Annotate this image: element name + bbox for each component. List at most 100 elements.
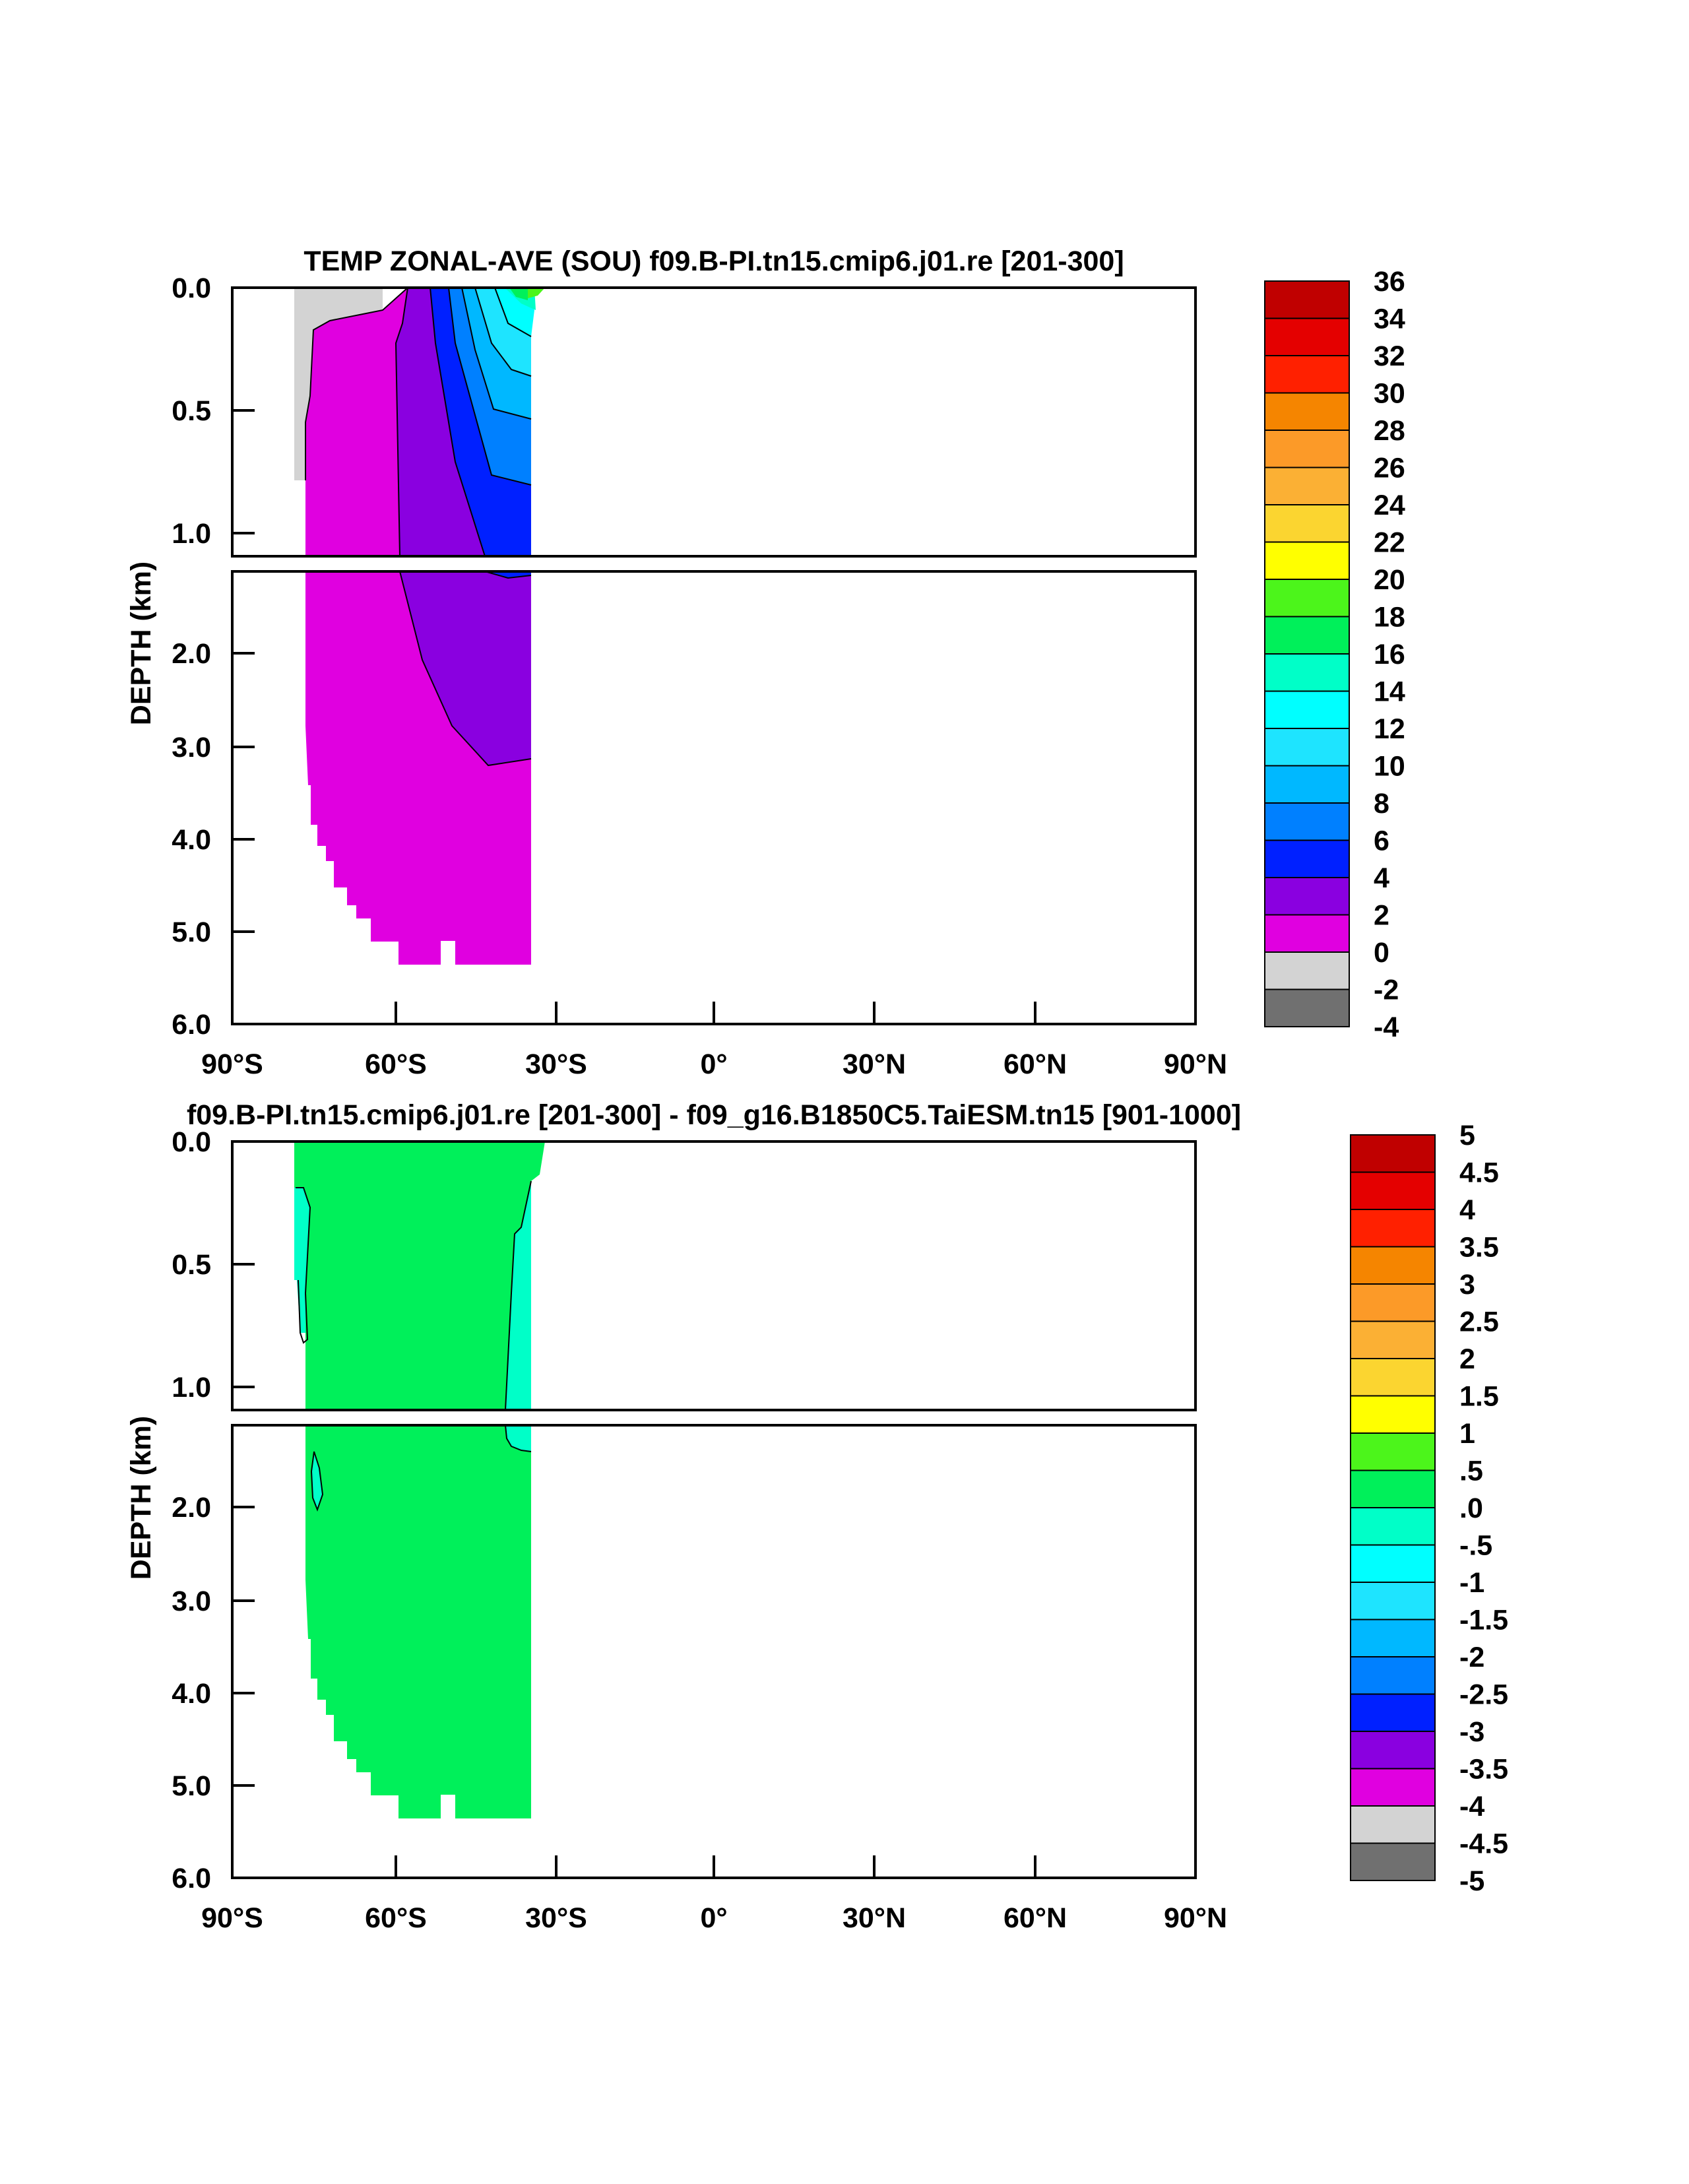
- filled-contours-upper: [294, 1141, 545, 1410]
- y-axis-ticks-upper: [232, 1263, 255, 1388]
- colorbar-label: 6: [1374, 825, 1389, 857]
- band-18-20: [528, 288, 545, 298]
- y-axis-label: DEPTH (km): [125, 1416, 157, 1580]
- colorbar-swatch: [1350, 1768, 1436, 1807]
- colorbar-swatch: [1350, 1842, 1436, 1881]
- y-tick-label: 6.0: [172, 1863, 211, 1894]
- band-6-8: [449, 288, 531, 485]
- contour-line: [305, 288, 408, 480]
- colorbar-label: -2: [1459, 1642, 1484, 1673]
- colorbar-swatch: [1264, 317, 1350, 356]
- colorbar-label: 5: [1459, 1120, 1475, 1151]
- contour-line: [448, 288, 532, 486]
- y-axis-labels: 0.0 0.5 1.0 2.0 3.0 4.0 5.0 6.0: [172, 1126, 211, 1894]
- x-axis-labels: 90°S 60°S 30°S 0° 30°N 60°N 90°N: [201, 1048, 1227, 1080]
- x-tick-label: 30°N: [843, 1048, 906, 1080]
- colorbar-swatch: [1350, 1283, 1436, 1322]
- band-2-4: [396, 288, 485, 556]
- y-tick-label: 5.0: [172, 916, 211, 948]
- contour-line: [461, 288, 532, 420]
- colorbar-swatch: [1264, 430, 1350, 468]
- colorbar-swatch: [1264, 988, 1350, 1027]
- colorbar-label: 2: [1459, 1343, 1475, 1375]
- colorbar-swatch: [1350, 1320, 1436, 1359]
- contour-line: [430, 288, 486, 556]
- band-4-6: [430, 288, 531, 556]
- y-tick-label: 4.0: [172, 1678, 211, 1710]
- x-axis-ticks: [395, 1002, 1036, 1024]
- colorbar-label: 8: [1374, 788, 1389, 819]
- colorbar-swatch: [1264, 355, 1350, 394]
- y-tick-label: 5.0: [172, 1770, 211, 1802]
- contour-line: [296, 1187, 311, 1344]
- contour-line: [484, 571, 532, 579]
- colorbar-label: 1: [1459, 1418, 1475, 1450]
- band-0-2: [305, 571, 531, 965]
- y-axis-labels: 0.0 0.5 1.0 2.0 3.0 4.0 5.0 6.0: [172, 273, 211, 1041]
- y-tick-label: 0.5: [172, 395, 211, 427]
- colorbar-swatch: [1264, 653, 1350, 692]
- colorbar-label: 34: [1374, 304, 1405, 335]
- colorbar-label: 16: [1374, 639, 1405, 670]
- colorbar-label: 22: [1374, 527, 1405, 559]
- colorbar-label: -4: [1459, 1791, 1484, 1822]
- band-16-18: [509, 288, 528, 300]
- colorbar-swatch: [1350, 1395, 1436, 1434]
- y-axis-ticks-upper: [232, 409, 255, 534]
- y-tick-label: 3.0: [172, 732, 211, 763]
- colorbar-swatch: [1264, 280, 1350, 319]
- colorbar-swatch: [1264, 466, 1350, 505]
- colorbar-swatch: [1350, 1469, 1436, 1508]
- colorbar-label: 1.5: [1459, 1381, 1499, 1413]
- contour-line: [395, 288, 408, 556]
- colorbar-swatch: [1264, 616, 1350, 655]
- band-0-0.5: [305, 1425, 531, 1818]
- colorbar-label: 24: [1374, 490, 1405, 521]
- y-tick-label: 3.0: [172, 1586, 211, 1617]
- x-tick-label: 30°S: [525, 1048, 587, 1080]
- contour-line: [399, 571, 532, 767]
- x-tick-label: 60°S: [365, 1048, 427, 1080]
- y-tick-label: 1.0: [172, 518, 211, 550]
- colorbar-swatch: [1264, 839, 1350, 878]
- colorbar-label: 0: [1374, 937, 1389, 969]
- colorbar-swatch: [1264, 877, 1350, 916]
- colorbar-label: .0: [1459, 1493, 1483, 1524]
- contour-line: [474, 288, 532, 377]
- x-tick-label: 0°: [700, 1902, 727, 1934]
- colorbar-label: -2.5: [1459, 1679, 1508, 1711]
- chart-title: f09.B-PI.tn15.cmip6.j01.re [201-300] - f…: [187, 1099, 1241, 1131]
- plot-frame-upper: [231, 1140, 1197, 1411]
- colorbar-swatch: [1350, 1358, 1436, 1397]
- band-0-2: [305, 288, 408, 556]
- x-tick-label: 90°N: [1164, 1048, 1227, 1080]
- colorbar-swatch: [1350, 1619, 1436, 1657]
- y-tick-label: 6.0: [172, 1009, 211, 1041]
- x-tick-label: 60°S: [365, 1902, 427, 1934]
- colorbar-label: 10: [1374, 751, 1405, 783]
- colorbar-label: -1.5: [1459, 1605, 1508, 1636]
- x-tick-label: 90°S: [201, 1048, 263, 1080]
- band-minus0.5-0: [311, 1452, 323, 1510]
- colorbar-swatch: [1264, 765, 1350, 804]
- y-tick-label: 4.0: [172, 824, 211, 856]
- colorbar-label: -3.5: [1459, 1754, 1508, 1785]
- y-axis-label: DEPTH (km): [125, 562, 157, 725]
- colorbar-swatch: [1350, 1731, 1436, 1770]
- band-0-0.5: [294, 1141, 545, 1410]
- colorbar-label: 30: [1374, 378, 1405, 410]
- colorbar-swatch: [1264, 690, 1350, 729]
- colorbar: 54.543.532.521.51.5.0-.5-1-1.5-2-2.5-3-3…: [1350, 1120, 1508, 1897]
- y-tick-label: 0.0: [172, 1126, 211, 1158]
- colorbar-label: 3.5: [1459, 1232, 1499, 1264]
- colorbar-label: 12: [1374, 713, 1405, 745]
- colorbar-label: 4: [1459, 1194, 1475, 1226]
- contour-line: [505, 1180, 532, 1410]
- colorbar-label: -1: [1459, 1567, 1484, 1599]
- contour-line: [494, 288, 532, 337]
- colorbar-swatch: [1264, 579, 1350, 618]
- colorbar-swatch: [1264, 728, 1350, 767]
- band-minus0.5-0: [505, 1181, 531, 1410]
